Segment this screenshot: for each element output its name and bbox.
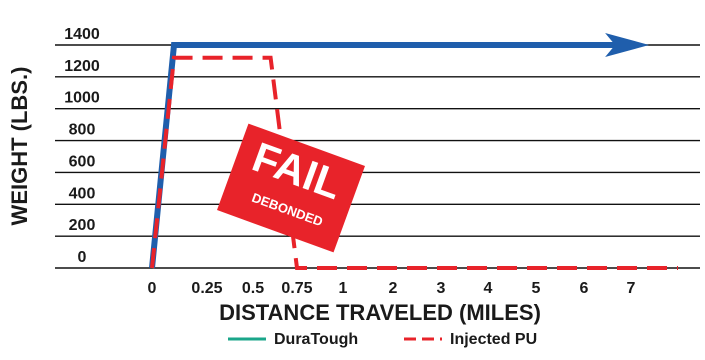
y-axis-title: WEIGHT (LBS.) bbox=[7, 67, 32, 226]
x-tick-labels: 0 0.25 0.5 0.75 1 2 3 4 5 6 7 bbox=[148, 280, 636, 297]
x-tick-0: 0 bbox=[148, 280, 157, 297]
y-tick-1400: 1400 bbox=[64, 26, 100, 43]
x-tick-3: 3 bbox=[437, 280, 446, 297]
series-duratough-line bbox=[149, 42, 624, 269]
y-tick-labels: 1400 1200 1000 800 600 400 200 0 bbox=[64, 26, 100, 266]
x-tick-4: 4 bbox=[484, 280, 493, 297]
fail-debonded-stamp: FAIL DEBONDED bbox=[217, 123, 365, 253]
x-tick-6: 6 bbox=[580, 280, 589, 297]
legend-label-duratough: DuraTough bbox=[274, 331, 358, 348]
x-tick-0.5: 0.5 bbox=[242, 280, 264, 297]
y-tick-1200: 1200 bbox=[64, 58, 100, 75]
x-axis-title: DISTANCE TRAVELED (MILES) bbox=[219, 300, 541, 325]
x-tick-1: 1 bbox=[339, 280, 348, 297]
y-tick-0: 0 bbox=[78, 249, 87, 266]
y-tick-1000: 1000 bbox=[64, 90, 100, 107]
x-tick-2: 2 bbox=[389, 280, 398, 297]
x-tick-5: 5 bbox=[532, 280, 541, 297]
y-tick-800: 800 bbox=[69, 122, 96, 139]
y-tick-600: 600 bbox=[69, 153, 96, 170]
series-lines bbox=[149, 33, 678, 270]
horizontal-gridlines bbox=[55, 44, 700, 269]
legend: DuraTough Injected PU bbox=[228, 331, 537, 348]
y-tick-200: 200 bbox=[69, 217, 96, 234]
legend-label-injected-pu: Injected PU bbox=[450, 331, 537, 348]
series-duratough-arrowhead bbox=[605, 33, 650, 57]
x-tick-0.25: 0.25 bbox=[191, 280, 222, 297]
x-tick-7: 7 bbox=[627, 280, 636, 297]
y-tick-400: 400 bbox=[69, 185, 96, 202]
series-injected-pu-line bbox=[150, 55, 678, 270]
x-tick-0.75: 0.75 bbox=[281, 280, 312, 297]
stamp-background bbox=[217, 123, 365, 253]
